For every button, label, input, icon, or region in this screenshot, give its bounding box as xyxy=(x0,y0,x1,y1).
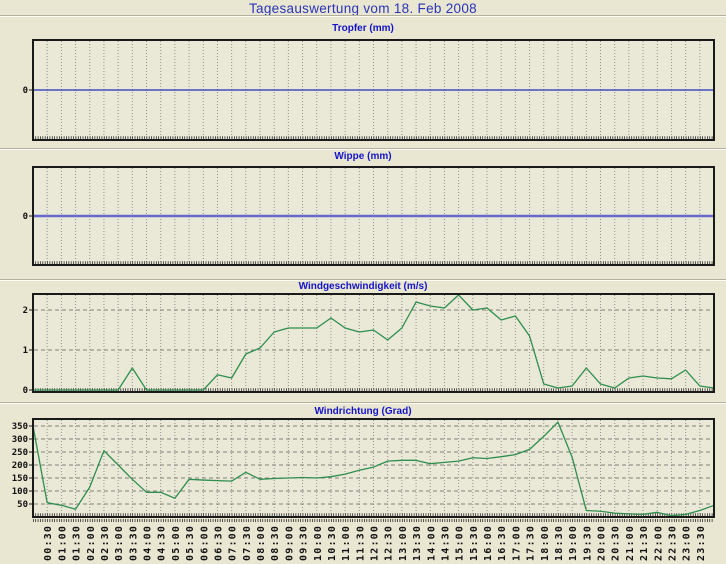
plot-border xyxy=(32,418,715,518)
svg-text:100: 100 xyxy=(12,487,28,497)
chart-3-horizontal-gridlines xyxy=(34,425,713,505)
chart-title-windgeschwindigkeit: Windgeschwindigkeit (m/s) xyxy=(298,281,428,292)
time-label: 04:00 xyxy=(143,525,154,561)
chart-3: 50 100 150 200 250 300 350 00:30 01:00 01:30 02:00… xyxy=(12,418,715,561)
time-label: 19:00 xyxy=(568,525,579,561)
time-label: 13:00 xyxy=(398,525,409,561)
plot-border xyxy=(32,39,715,141)
time-label: 10:00 xyxy=(313,525,324,561)
page-title: Tagesauswertung vom 18. Feb 2008 xyxy=(249,1,477,16)
time-label: 12:30 xyxy=(384,525,395,561)
time-label: 17:30 xyxy=(526,525,537,561)
chart-2: 0 1 2 xyxy=(23,293,715,396)
time-label: 22:30 xyxy=(667,525,678,561)
time-label: 21:30 xyxy=(639,525,650,561)
chart-2-y-labels: 0 1 2 xyxy=(23,306,33,396)
time-label: 00:30 xyxy=(43,525,54,561)
chart-1: 0 xyxy=(23,166,716,266)
time-label: 03:00 xyxy=(114,525,125,561)
chart-3-y-labels: 50 100 150 200 250 300 350 xyxy=(12,422,33,510)
time-label: 14:00 xyxy=(426,525,437,561)
time-label: 20:00 xyxy=(597,525,608,561)
time-label: 18:00 xyxy=(540,525,551,561)
time-label: 12:00 xyxy=(370,525,381,561)
time-label: 11:30 xyxy=(355,525,366,561)
time-label: 16:30 xyxy=(497,525,508,561)
x-axis-time-labels: 00:30 01:00 01:30 02:00 02:30 03:00 03:30 04:00… xyxy=(43,525,707,561)
separator xyxy=(0,15,726,17)
time-label: 08:00 xyxy=(256,525,267,561)
svg-text:2: 2 xyxy=(23,306,28,316)
time-label: 18:30 xyxy=(554,525,565,561)
plot-border xyxy=(32,166,715,266)
svg-text:200: 200 xyxy=(12,461,28,471)
chart-title-windrichtung: Windrichtung (Grad) xyxy=(314,406,412,417)
svg-text:0: 0 xyxy=(23,212,28,222)
time-label: 05:00 xyxy=(171,525,182,561)
svg-text:50: 50 xyxy=(17,500,28,510)
separator xyxy=(0,148,726,150)
chart-title-wippe: Wippe (mm) xyxy=(334,151,392,162)
time-label: 09:00 xyxy=(284,525,295,561)
time-label: 11:00 xyxy=(341,525,352,561)
time-label: 14:30 xyxy=(440,525,451,561)
time-label: 13:30 xyxy=(412,525,423,561)
svg-text:300: 300 xyxy=(12,435,28,445)
svg-text:1: 1 xyxy=(23,346,28,356)
time-label: 15:30 xyxy=(469,525,480,561)
time-label: 10:30 xyxy=(327,525,338,561)
time-label: 23:30 xyxy=(696,525,707,561)
time-label: 06:30 xyxy=(213,525,224,561)
separator xyxy=(0,279,726,281)
time-label: 07:00 xyxy=(228,525,239,561)
svg-text:0: 0 xyxy=(23,386,28,396)
chart-3-series-line xyxy=(32,421,715,517)
svg-text:0: 0 xyxy=(23,86,28,96)
time-label: 06:00 xyxy=(199,525,210,561)
time-label: 22:00 xyxy=(653,525,664,561)
svg-text:350: 350 xyxy=(12,422,28,432)
time-label: 20:30 xyxy=(611,525,622,561)
time-label: 23:00 xyxy=(682,525,693,561)
time-label: 09:30 xyxy=(299,525,310,561)
time-label: 19:30 xyxy=(582,525,593,561)
svg-text:150: 150 xyxy=(12,474,28,484)
time-label: 16:00 xyxy=(483,525,494,561)
chart-2-vertical-gridlines xyxy=(46,295,701,391)
time-label: 02:00 xyxy=(86,525,97,561)
time-label: 01:30 xyxy=(72,525,83,561)
chart-2-horizontal-gridlines xyxy=(34,309,713,351)
chart-0: 0 xyxy=(23,39,715,141)
separator xyxy=(0,402,726,404)
chart-title-tropfer: Tropfer (mm) xyxy=(332,23,394,34)
plot-border xyxy=(32,293,715,393)
time-label: 05:30 xyxy=(185,525,196,561)
time-label: 04:30 xyxy=(157,525,168,561)
svg-text:250: 250 xyxy=(12,448,28,458)
time-label: 21:00 xyxy=(625,525,636,561)
time-label: 17:00 xyxy=(511,525,522,561)
time-label: 15:00 xyxy=(455,525,466,561)
time-label: 03:30 xyxy=(128,525,139,561)
time-label: 07:30 xyxy=(242,525,253,561)
time-label: 01:00 xyxy=(57,525,68,561)
time-label: 02:30 xyxy=(100,525,111,561)
chart-1-y-labels: 0 xyxy=(23,212,33,222)
chart-2-series-line xyxy=(32,294,715,391)
time-label: 08:30 xyxy=(270,525,281,561)
chart-0-y-labels: 0 xyxy=(23,86,33,96)
